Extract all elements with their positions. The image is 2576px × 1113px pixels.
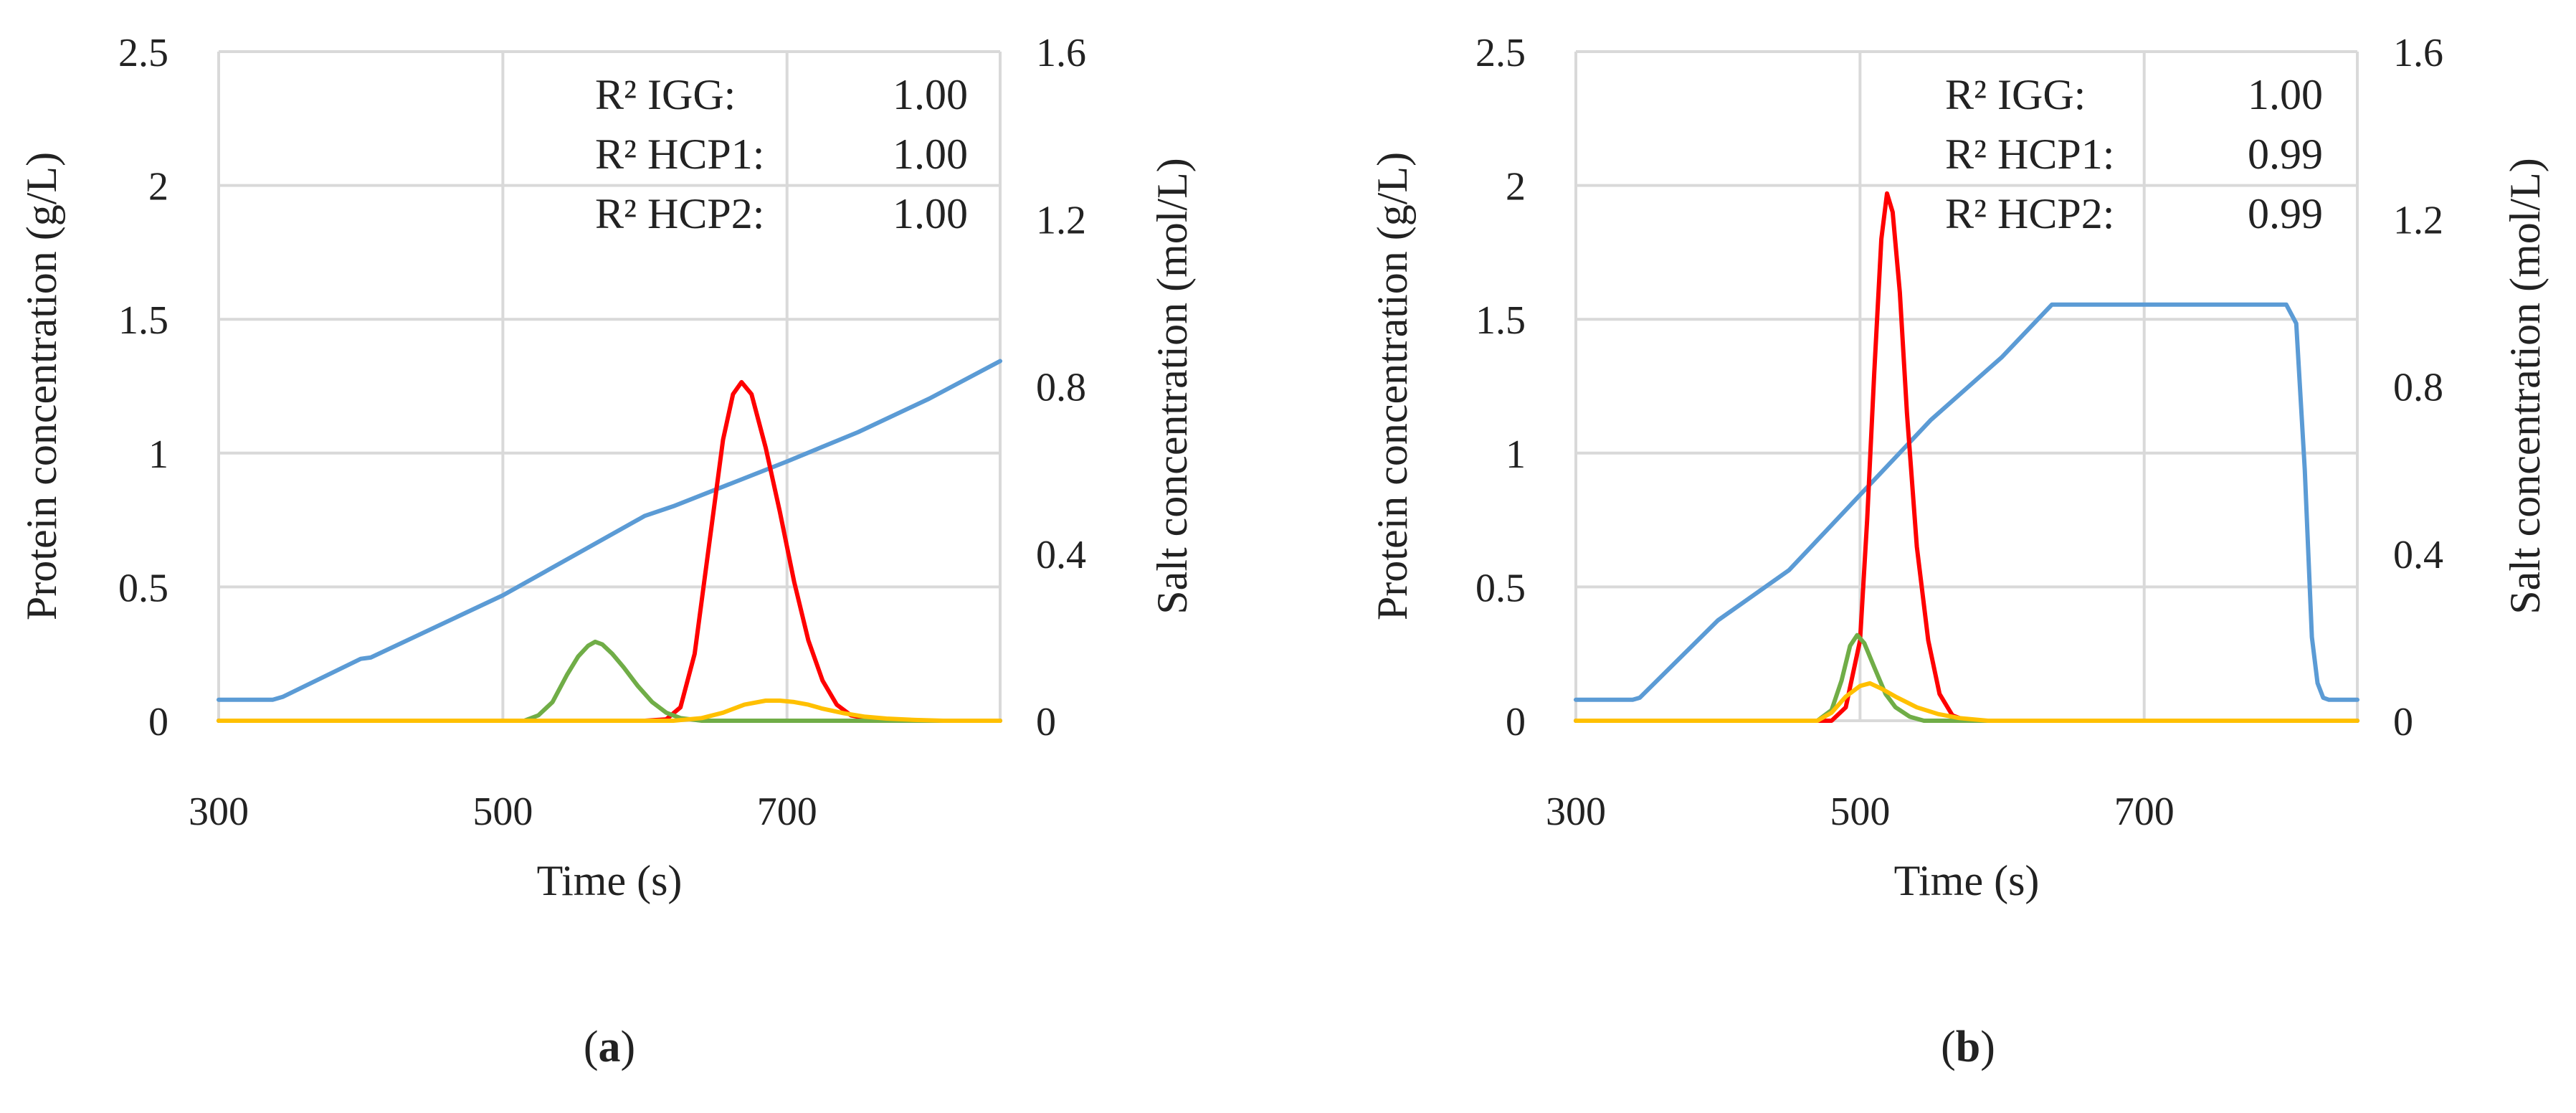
x-tick-label: 700 [757, 790, 817, 834]
x-tick-label: 300 [1546, 790, 1606, 834]
series-line-salt [1574, 302, 2359, 702]
y2-tick-label: 0.4 [1036, 533, 1086, 577]
y2-tick-label: 0.4 [2393, 533, 2443, 577]
r2-annotation-value: 1.00 [2248, 71, 2323, 118]
y-tick-label: 1 [148, 432, 168, 477]
r2-annotation-value: 1.00 [893, 190, 968, 237]
y-tick-label: 1.5 [118, 298, 168, 343]
y2-tick-label: 0.8 [2393, 366, 2443, 410]
x-tick-label: 300 [189, 790, 249, 834]
y-tick-label: 0 [1506, 700, 1526, 744]
r2-annotation-label: R² HCP2: [595, 190, 764, 237]
panel-label-open-paren: ( [584, 1023, 599, 1071]
y2-axis-label: Salt concentration (mol/L) [2501, 158, 2549, 614]
series-line-hcp2 [217, 698, 1002, 723]
r2-annotation-value: 1.00 [893, 71, 968, 118]
y-tick-label: 0.5 [1475, 566, 1526, 610]
panel-label-letter: b [1956, 1023, 1980, 1071]
series-line-salt [217, 359, 1002, 702]
y-tick-label: 0 [148, 700, 168, 744]
y-axis-label: Protein concentration (g/L) [18, 152, 65, 620]
r2-annotation-value: 1.00 [893, 131, 968, 178]
x-tick-label: 500 [1830, 790, 1890, 834]
y2-tick-label: 1.2 [2393, 198, 2443, 242]
y-tick-label: 1.5 [1475, 298, 1526, 343]
y-tick-label: 2 [1506, 165, 1526, 209]
panel-label: (a) [584, 1023, 635, 1071]
y2-tick-label: 1.2 [1036, 198, 1086, 242]
r2-annotation-label: R² IGG: [1945, 71, 2086, 118]
panel-label: (b) [1941, 1023, 1995, 1071]
y2-tick-label: 0 [1036, 700, 1056, 744]
y-axis-label: Protein concentration (g/L) [1369, 152, 1416, 620]
series-line-igg [1574, 191, 2359, 723]
r2-annotation-value: 0.99 [2248, 131, 2323, 178]
y-tick-label: 2.5 [118, 31, 168, 75]
panel-label-open-paren: ( [1941, 1023, 1956, 1071]
series-line-hcp2 [1574, 681, 2359, 723]
y2-tick-label: 1.6 [1036, 31, 1086, 75]
y2-tick-label: 1.6 [2393, 31, 2443, 75]
r2-annotation-label: R² IGG: [595, 71, 736, 118]
y2-tick-label: 0 [2393, 700, 2413, 744]
x-tick-label: 500 [472, 790, 533, 834]
panel-label-close-paren: ) [621, 1023, 636, 1071]
panel-label-close-paren: ) [1980, 1023, 1995, 1071]
y-tick-label: 2.5 [1475, 31, 1526, 75]
chart-panel-b: 0 0.5 1 1.5 2 2.5 300 500 700 0 0.4 0.8 1.2 1.6 Protei… [1369, 31, 2549, 1071]
x-axis-label: Time (s) [1894, 857, 2040, 904]
y-tick-label: 1 [1506, 432, 1526, 477]
r2-annotation-label: R² HCP2: [1945, 190, 2114, 237]
r2-annotation-label: R² HCP1: [595, 131, 764, 178]
panel-label-letter: a [599, 1023, 621, 1071]
y-tick-label: 0.5 [118, 566, 168, 610]
series-line-hcp1 [217, 639, 1002, 723]
x-tick-label: 700 [2114, 790, 2175, 834]
y2-tick-label: 0.8 [1036, 366, 1086, 410]
chart-panel-a: 0 0.5 1 1.5 2 2.5 300 500 700 0 0.4 0.8 1.2 1.6 Protei… [18, 31, 1196, 1071]
x-axis-label: Time (s) [537, 857, 683, 904]
r2-annotation-value: 0.99 [2248, 190, 2323, 237]
y-tick-label: 2 [148, 165, 168, 209]
y2-axis-label: Salt concentration (mol/L) [1149, 158, 1196, 614]
r2-annotation-label: R² HCP1: [1945, 131, 2114, 178]
